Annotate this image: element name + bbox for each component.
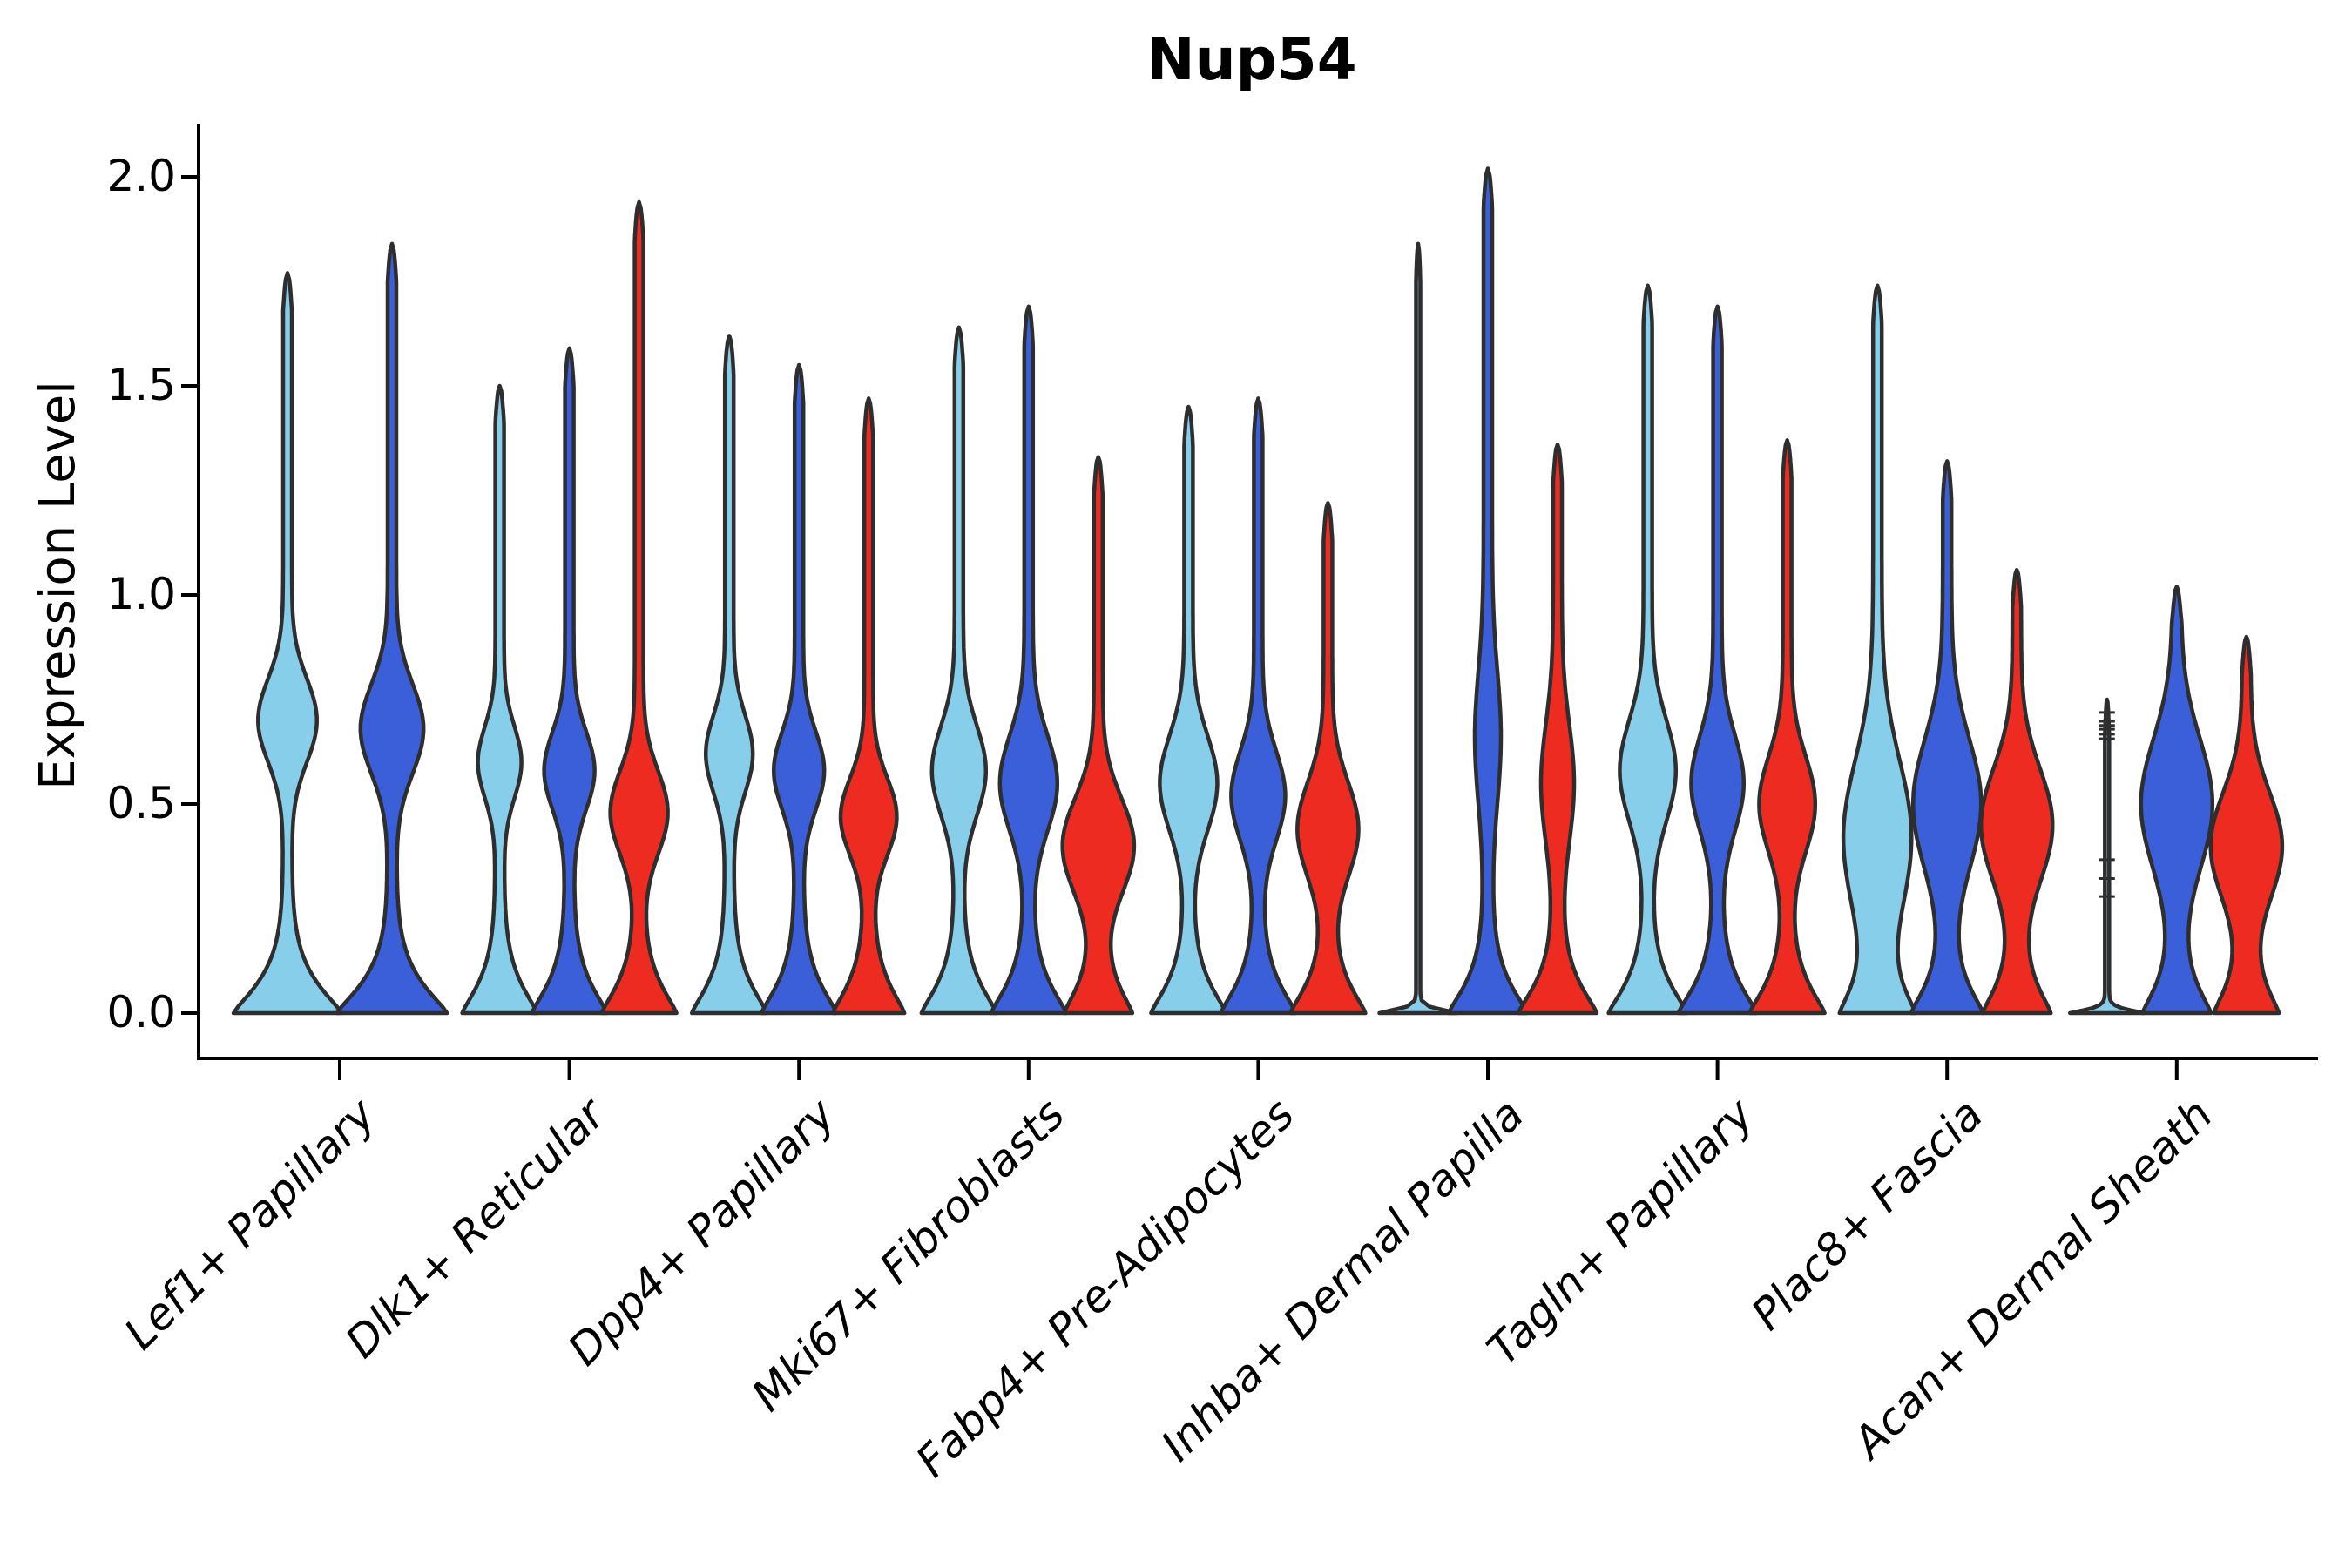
violin-tagln-papillary-red	[1747, 438, 1827, 1016]
y-tick-label: 1.5	[106, 360, 176, 410]
violin-dpp4-papillary-blue	[759, 362, 839, 1016]
y-tick-label: 2.0	[106, 151, 176, 201]
violin-plac8-fascia-blue	[1909, 459, 1985, 1016]
violin-fabp4-pre-adipocytes-skyblue	[1149, 404, 1228, 1016]
violin-plac8-fascia-skyblue	[1837, 283, 1917, 1016]
violin-mki67-fibroblasts-skyblue	[919, 325, 999, 1016]
violin-inhba-dermal-papilla-skyblue	[1377, 241, 1459, 1016]
violin-dlk1-reticular-blue	[530, 346, 609, 1016]
violin-fabp4-pre-adipocytes-red	[1288, 501, 1368, 1016]
violin-dpp4-papillary-skyblue	[689, 334, 769, 1016]
violin-dpp4-papillary-red	[830, 396, 907, 1016]
violin-lef1-papillary-blue	[335, 241, 449, 1016]
violin-inhba-dermal-papilla-blue	[1446, 166, 1530, 1016]
violin-mki67-fibroblasts-red	[1060, 455, 1137, 1016]
violin-mki67-fibroblasts-blue	[989, 304, 1069, 1016]
violin-acan-dermal-sheath-red	[2208, 634, 2285, 1016]
y-axis-label: Expression Level	[30, 381, 86, 790]
y-tick-label: 0.5	[106, 778, 176, 828]
violin-plac8-fascia-red	[1978, 567, 2055, 1016]
violin-dlk1-reticular-skyblue	[460, 383, 539, 1016]
y-tick-label: 0.0	[106, 987, 176, 1037]
violin-tagln-papillary-blue	[1676, 304, 1759, 1016]
violin-inhba-dermal-papilla-red	[1516, 442, 1599, 1016]
violin-dlk1-reticular-red	[599, 199, 679, 1016]
violin-fabp4-pre-adipocytes-blue	[1219, 396, 1298, 1016]
y-tick-label: 1.0	[106, 569, 176, 619]
chart-title: Nup54	[1146, 26, 1357, 93]
violin-lef1-papillary-skyblue	[231, 271, 344, 1016]
violin-tagln-papillary-skyblue	[1606, 283, 1689, 1016]
violin-acan-dermal-sheath-blue	[2139, 585, 2215, 1016]
violin-acan-dermal-sheath-skyblue	[2068, 697, 2146, 1016]
